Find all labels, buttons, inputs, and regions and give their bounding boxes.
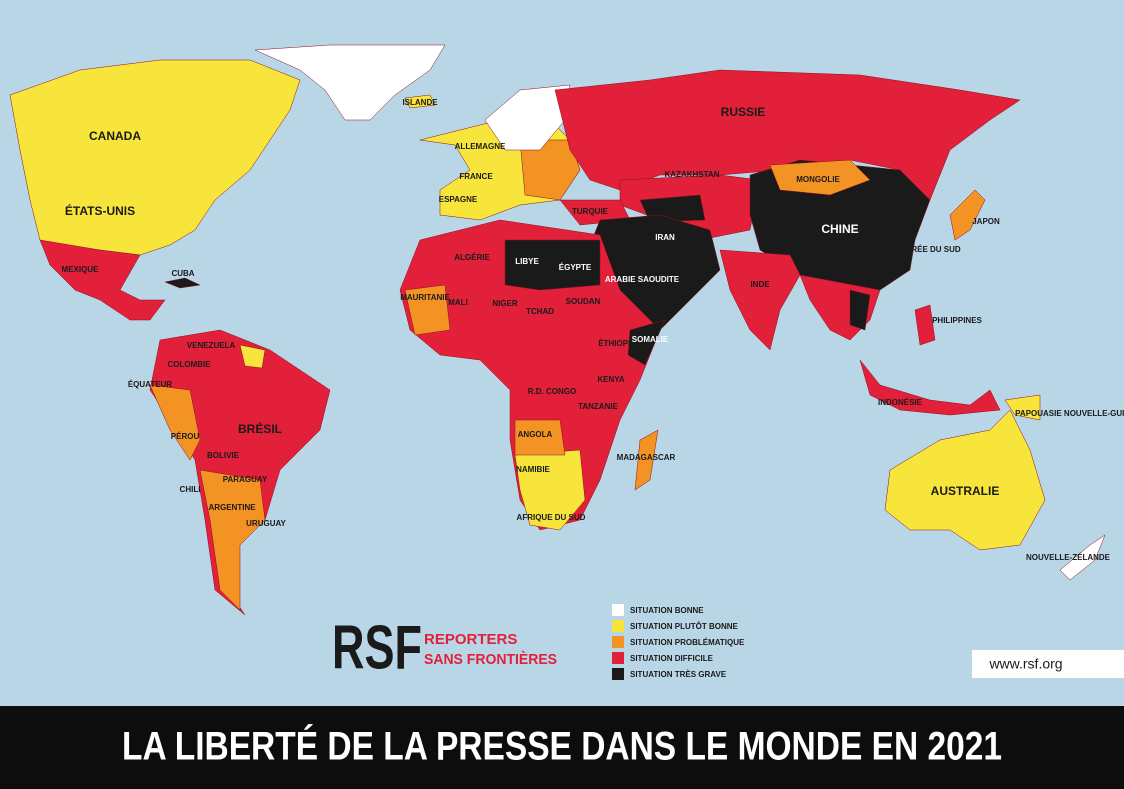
country-label: LIBYE (515, 257, 539, 266)
country-label: AUSTRALIE (931, 484, 1000, 498)
country-label: INDE (750, 280, 770, 289)
legend-swatch (612, 604, 624, 616)
country-label: CHINE (821, 222, 858, 236)
country-label: ANGOLA (518, 430, 553, 439)
country-label: ALLEMAGNE (455, 142, 506, 151)
legend-label: SITUATION PLUTÔT BONNE (630, 622, 739, 631)
country-label: CHILI (180, 485, 201, 494)
country-label: CORÉE DU SUD (899, 245, 961, 254)
country-label: AFRIQUE DU SUD (517, 513, 586, 522)
legend-swatch (612, 652, 624, 664)
country-label: PHILIPPINES (932, 316, 982, 325)
north-america (9, 59, 301, 256)
country-label: MAURITANIE (400, 293, 450, 302)
country-label: VENEZUELA (187, 341, 236, 350)
country-label: ALGÉRIE (454, 253, 490, 262)
country-label: URUGUAY (246, 519, 286, 528)
country-label: ÉTHIOPIE (598, 339, 636, 348)
country-label: MEXIQUE (62, 265, 100, 274)
southern-africa (514, 449, 586, 531)
argentina (199, 469, 266, 611)
country-label: ÉTATS-UNIS (65, 203, 135, 218)
caribbean (164, 277, 201, 289)
legend-label: SITUATION TRÈS GRAVE (630, 670, 727, 679)
title: LA LIBERTÉ DE LA PRESSE DANS LE MONDE EN… (122, 724, 1002, 769)
url: www.rsf.org (988, 656, 1062, 672)
country-label: ÉQUATEUR (128, 380, 173, 389)
country-label: MADAGASCAR (617, 453, 676, 462)
title-bar (0, 706, 1124, 789)
country-label: KENYA (597, 375, 624, 384)
new-zealand (1059, 534, 1106, 581)
legend-swatch (612, 668, 624, 680)
country-label: ARABIE SAOUDITE (605, 275, 680, 284)
country-label: CANADA (89, 129, 141, 143)
country-label: NOUVELLE-ZÉLANDE (1026, 553, 1111, 562)
country-label: PARAGUAY (223, 475, 268, 484)
country-label: IRAN (655, 233, 675, 242)
country-label: FRANCE (459, 172, 493, 181)
country-label: BRÉSIL (238, 421, 282, 436)
country-label: TURQUIE (572, 207, 609, 216)
country-label: ÉGYPTE (559, 263, 592, 272)
country-label: NIGER (492, 299, 518, 308)
country-label: PAPOUASIE NOUVELLE-GUINÉE (1015, 409, 1124, 418)
legend-label: SITUATION DIFFICILE (630, 654, 714, 663)
country-label: SOUDAN (566, 297, 601, 306)
legend-label: SITUATION BONNE (630, 606, 704, 615)
legend-swatch (612, 636, 624, 648)
country-label: INDONÉSIE (878, 398, 923, 407)
country-label: SOMALIE (632, 335, 669, 344)
mongolia (769, 159, 871, 196)
legend-label: SITUATION PROBLÉMATIQUE (630, 638, 745, 647)
land (9, 44, 1106, 616)
country-label: NAMIBIE (516, 465, 550, 474)
country-labels: CANADA ÉTATS-UNIS MEXIQUE RUSSIE CHINE K… (62, 98, 1124, 562)
legend-swatch (612, 620, 624, 632)
country-label: RUSSIE (721, 105, 766, 119)
australia (884, 409, 1046, 551)
country-label: MALI (448, 298, 468, 307)
logo: RSF REPORTERS SANS FRONTIÈRES (332, 613, 557, 682)
greenland (254, 44, 446, 121)
country-label: TCHAD (526, 307, 554, 316)
indonesia (859, 359, 1001, 416)
mexico (39, 239, 166, 321)
country-label: PÉROU (171, 432, 200, 441)
vietnam (849, 289, 871, 331)
country-label: MONGOLIE (796, 175, 840, 184)
country-label: JAPON (972, 217, 1000, 226)
angola (514, 419, 566, 456)
philippines (914, 304, 936, 346)
legend: SITUATION BONNE SITUATION PLUTÔT BONNE SIT… (612, 604, 745, 680)
country-label: ESPAGNE (439, 195, 478, 204)
country-label: ARGENTINE (208, 503, 256, 512)
country-label: BOLIVIE (207, 451, 240, 460)
country-label: ISLANDE (402, 98, 438, 107)
url-box (972, 650, 1124, 678)
country-label: COLOMBIE (167, 360, 211, 369)
west-africa (404, 284, 451, 336)
country-label: CUBA (171, 269, 194, 278)
logo-line: REPORTERS (424, 631, 517, 648)
madagascar (634, 429, 659, 491)
logo-line: SANS FRONTIÈRES (424, 651, 557, 668)
japan (949, 189, 986, 241)
somalia (627, 319, 666, 366)
east-europe (519, 139, 581, 201)
country-label: KAZAKHSTAN (665, 170, 720, 179)
peru (149, 384, 201, 461)
india (719, 249, 801, 351)
country-label: R.D. CONGO (528, 387, 576, 396)
papua-new-guinea (1004, 394, 1041, 421)
country-label: TANZANIE (578, 402, 619, 411)
libya-egypt (504, 239, 601, 291)
guyana (239, 344, 266, 369)
logo-mark: RSF (332, 613, 422, 682)
iceland (404, 94, 436, 109)
